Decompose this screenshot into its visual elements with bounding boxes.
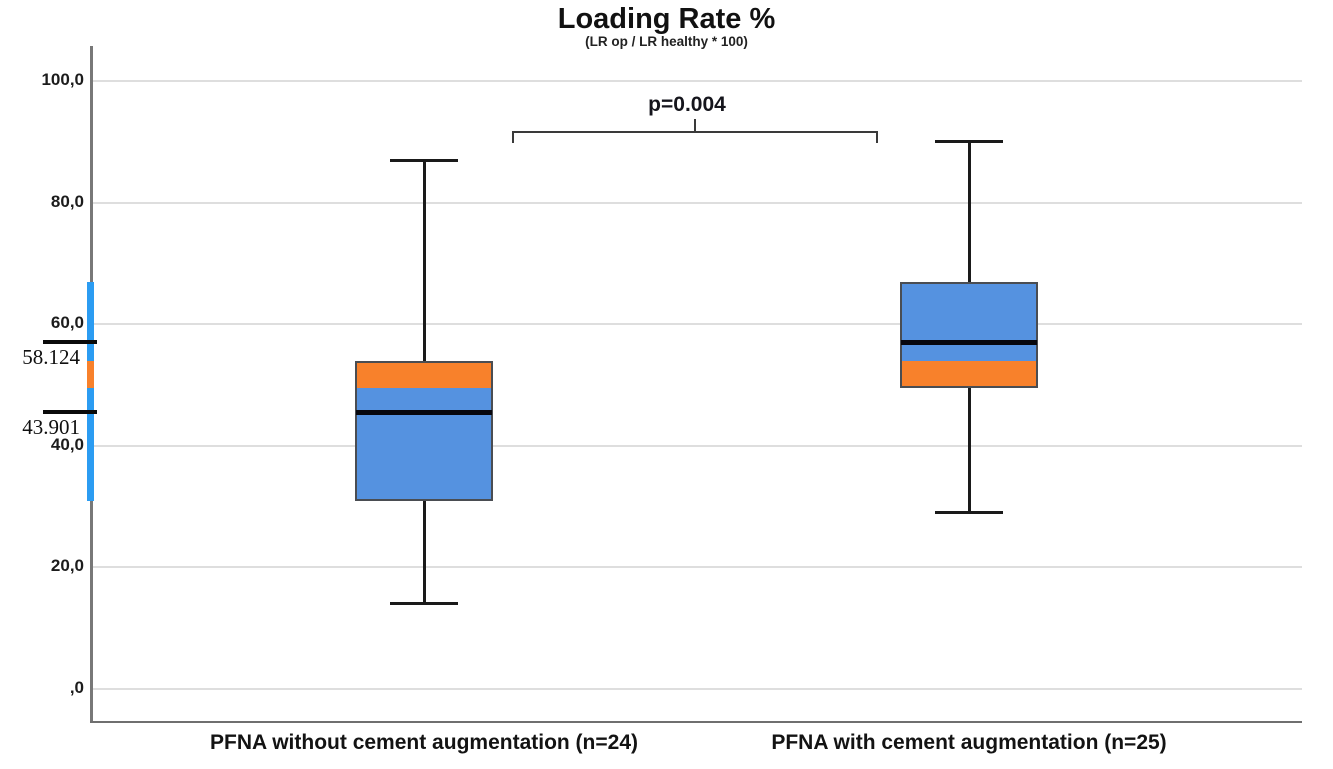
chart-subtitle: (LR op / LR healthy * 100) bbox=[585, 34, 748, 49]
whisker-stem-upper bbox=[967, 141, 971, 282]
whisker-cap-upper bbox=[390, 158, 458, 162]
median-line bbox=[901, 339, 1037, 345]
axis-iqr-overlap-segment bbox=[87, 360, 94, 389]
median-axis-marker bbox=[43, 340, 97, 345]
y-gridline bbox=[91, 80, 1302, 82]
x-category-label-without-augmentation: PFNA without cement augmentation (n=24) bbox=[210, 731, 638, 754]
y-tick-label: 20,0 bbox=[50, 556, 84, 576]
y-gridline bbox=[91, 444, 1302, 447]
chart-title: Loading Rate % bbox=[557, 3, 776, 35]
significance-p-value-label: p=0.004 bbox=[648, 93, 726, 116]
iqr-overlap-band bbox=[902, 360, 1036, 387]
whisker-stem-lower bbox=[967, 388, 971, 513]
iqr-overlap-band bbox=[357, 362, 491, 389]
axis-iqr-union-bar bbox=[87, 281, 94, 501]
whisker-cap-lower bbox=[390, 602, 458, 606]
significance-bracket-horizontal bbox=[512, 131, 878, 133]
median-axis-value-label: 43.901 bbox=[22, 415, 80, 440]
whisker-cap-upper bbox=[935, 140, 1003, 144]
significance-bracket-left-tick bbox=[512, 131, 514, 143]
y-tick-label: 100,0 bbox=[41, 70, 84, 89]
significance-bracket-right-tick bbox=[876, 131, 878, 143]
x-axis-line bbox=[90, 721, 1302, 723]
y-gridline bbox=[91, 688, 1302, 690]
y-tick-label: 40,0 bbox=[50, 434, 84, 454]
y-tick-label: ,0 bbox=[69, 678, 84, 697]
whisker-stem-lower bbox=[422, 500, 426, 604]
x-category-label-with-augmentation: PFNA with cement augmentation (n=25) bbox=[771, 731, 1167, 754]
y-gridline bbox=[91, 201, 1302, 204]
whisker-stem-upper bbox=[422, 160, 426, 361]
median-axis-value-label: 58.124 bbox=[22, 345, 80, 370]
y-gridline bbox=[91, 566, 1302, 569]
y-gridline bbox=[91, 323, 1302, 326]
significance-bracket-center-tick bbox=[694, 119, 696, 131]
whisker-cap-lower bbox=[935, 511, 1003, 515]
median-axis-marker bbox=[43, 410, 97, 415]
y-tick-label: 80,0 bbox=[50, 191, 84, 211]
y-tick-label: 60,0 bbox=[50, 313, 84, 333]
median-line bbox=[356, 409, 492, 415]
